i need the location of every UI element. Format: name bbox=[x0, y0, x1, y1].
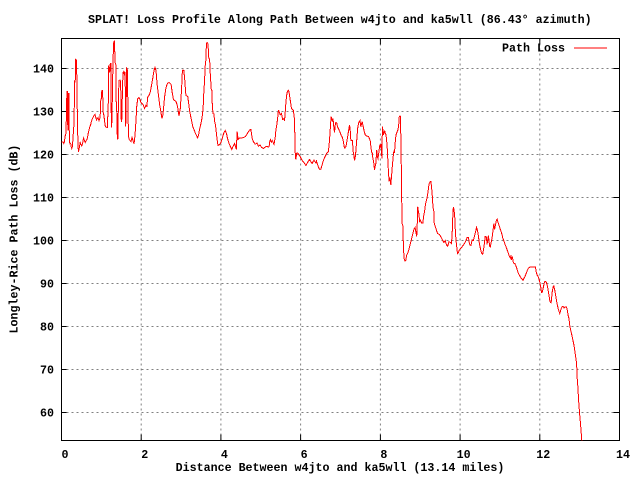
svg-text:Longley-Rice Path Loss (dB): Longley-Rice Path Loss (dB) bbox=[8, 145, 22, 334]
svg-text:Distance Between w4jto and ka5: Distance Between w4jto and ka5wll (13.14… bbox=[176, 461, 505, 475]
svg-text:70: 70 bbox=[40, 364, 54, 378]
svg-text:0: 0 bbox=[62, 448, 69, 462]
svg-text:SPLAT! Loss Profile Along Path: SPLAT! Loss Profile Along Path Between w… bbox=[88, 13, 592, 27]
svg-text:4: 4 bbox=[221, 448, 228, 462]
svg-text:80: 80 bbox=[40, 321, 54, 335]
svg-text:140: 140 bbox=[33, 63, 54, 77]
svg-text:120: 120 bbox=[33, 149, 54, 163]
svg-text:2: 2 bbox=[141, 448, 148, 462]
svg-text:90: 90 bbox=[40, 278, 54, 292]
svg-text:6: 6 bbox=[301, 448, 308, 462]
svg-text:130: 130 bbox=[33, 106, 54, 120]
svg-text:8: 8 bbox=[380, 448, 387, 462]
svg-text:14: 14 bbox=[616, 448, 630, 462]
svg-text:110: 110 bbox=[33, 192, 54, 206]
svg-text:10: 10 bbox=[457, 448, 471, 462]
svg-text:100: 100 bbox=[33, 235, 54, 249]
svg-text:12: 12 bbox=[536, 448, 550, 462]
svg-text:60: 60 bbox=[40, 407, 54, 421]
svg-text:Path Loss: Path Loss bbox=[502, 42, 565, 56]
